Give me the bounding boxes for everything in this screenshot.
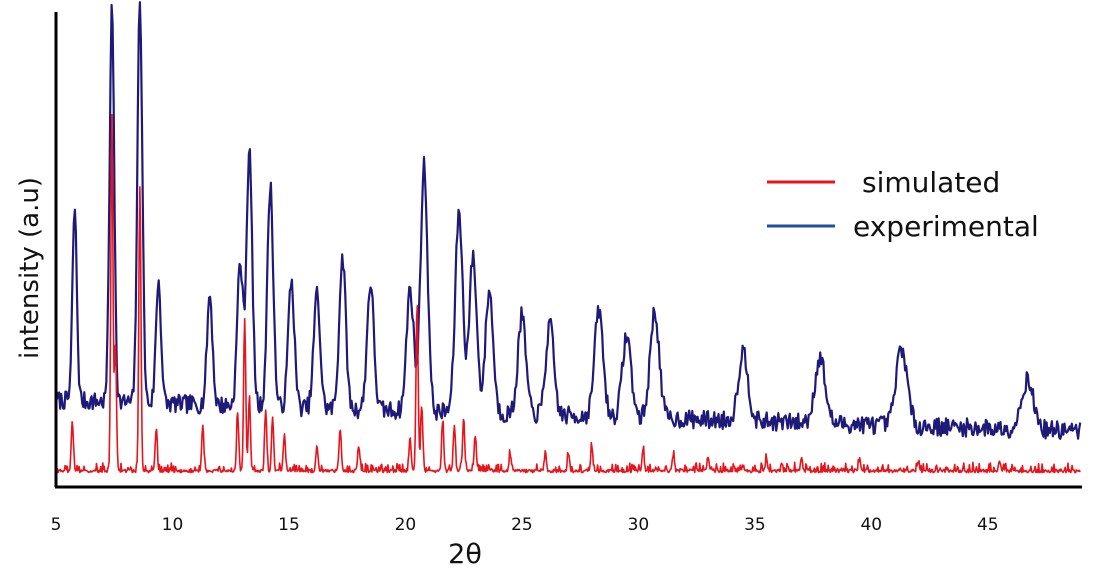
x-tick-labels: 5 10 15 20 25 30 35 40 45	[51, 515, 999, 535]
x-tick-label: 20	[395, 515, 417, 535]
y-axis-title: intensity (a.u)	[15, 177, 45, 359]
x-tick-label: 5	[51, 515, 62, 535]
x-tick-label: 25	[511, 515, 533, 535]
series-simulated-line-peak	[421, 404, 423, 406]
series-experimental-line-peak	[370, 282, 372, 284]
legend: simulated experimental	[767, 166, 1039, 243]
series-experimental-layer	[54, 1, 1082, 440]
x-tick-label: 15	[278, 515, 300, 535]
x-tick-label: 35	[744, 515, 766, 535]
series-simulated-line-peak	[463, 417, 465, 419]
x-tick-label: 30	[628, 515, 650, 535]
legend-label-simulated: simulated	[862, 166, 1000, 199]
series-simulated-layer	[55, 113, 1081, 474]
x-axis-title: 2θ	[448, 539, 482, 570]
x-tick-label: 45	[977, 515, 999, 535]
legend-label-experimental: experimental	[853, 210, 1039, 243]
series-simulated-line	[55, 113, 1081, 474]
series-experimental-line-peak	[209, 293, 211, 295]
x-tick-label: 10	[162, 515, 184, 535]
series-simulated-line-peak	[416, 302, 418, 304]
series-experimental-line	[54, 1, 1082, 440]
x-tick-label: 40	[860, 515, 882, 535]
